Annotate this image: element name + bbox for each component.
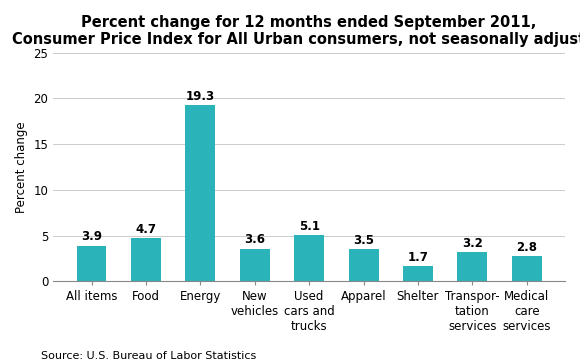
Text: 5.1: 5.1: [299, 220, 320, 233]
Title: Percent change for 12 months ended September 2011,
Consumer Price Index for All : Percent change for 12 months ended Septe…: [12, 15, 580, 48]
Bar: [77, 246, 107, 281]
Text: 3.5: 3.5: [353, 234, 374, 247]
Bar: [403, 266, 433, 281]
Text: Source: U.S. Bureau of Labor Statistics: Source: U.S. Bureau of Labor Statistics: [41, 351, 256, 361]
Bar: [186, 105, 215, 281]
Bar: [458, 252, 487, 281]
Bar: [512, 256, 542, 281]
Bar: [131, 238, 161, 281]
Y-axis label: Percent change: Percent change: [15, 121, 28, 213]
Text: 19.3: 19.3: [186, 90, 215, 103]
Text: 4.7: 4.7: [135, 223, 157, 236]
Bar: [349, 249, 379, 281]
Text: 3.6: 3.6: [244, 233, 265, 246]
Bar: [240, 249, 270, 281]
Text: 3.9: 3.9: [81, 231, 102, 244]
Text: 1.7: 1.7: [408, 250, 429, 264]
Bar: [294, 235, 324, 281]
Text: 3.2: 3.2: [462, 237, 483, 250]
Text: 2.8: 2.8: [516, 241, 537, 253]
